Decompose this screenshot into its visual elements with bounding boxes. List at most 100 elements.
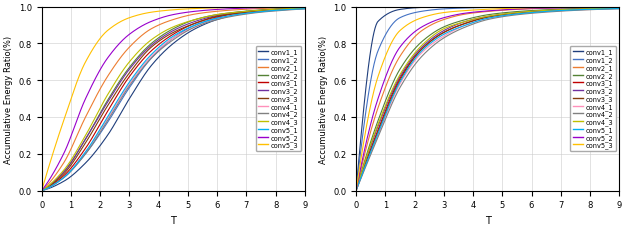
conv4_3 bbox=[352, 189, 360, 192]
conv3_3 bbox=[568, 9, 575, 12]
conv1_1 bbox=[195, 27, 202, 29]
conv3_1 bbox=[495, 15, 502, 17]
conv5_1 bbox=[479, 19, 486, 22]
conv1_2 bbox=[301, 8, 309, 10]
conv3_2 bbox=[509, 13, 516, 15]
Line: conv3_2: conv3_2 bbox=[42, 9, 305, 191]
conv3_3 bbox=[509, 13, 516, 16]
conv1_2 bbox=[195, 23, 202, 26]
conv5_1 bbox=[609, 8, 617, 11]
conv3_1 bbox=[609, 8, 617, 11]
conv5_1 bbox=[509, 14, 516, 17]
conv5_2 bbox=[352, 189, 360, 192]
conv5_1 bbox=[477, 19, 485, 22]
Line: conv2_2: conv2_2 bbox=[42, 9, 305, 191]
Legend: conv1_1, conv1_2, conv2_1, conv2_2, conv3_1, conv3_2, conv3_3, conv4_1, conv4_2,: conv1_1, conv1_2, conv2_1, conv2_2, conv… bbox=[256, 47, 302, 152]
Y-axis label: Accumulative Energy Ratio(%): Accumulative Energy Ratio(%) bbox=[319, 35, 327, 163]
Line: conv3_1: conv3_1 bbox=[42, 9, 305, 191]
conv3_1 bbox=[301, 8, 309, 11]
conv3_1 bbox=[254, 11, 261, 13]
conv2_2 bbox=[568, 8, 575, 11]
conv5_1 bbox=[38, 189, 46, 192]
conv1_1 bbox=[609, 6, 617, 9]
conv5_1 bbox=[165, 39, 172, 42]
conv4_3 bbox=[180, 22, 188, 25]
conv4_3 bbox=[615, 8, 623, 10]
conv4_2 bbox=[165, 43, 172, 46]
conv1_1 bbox=[180, 35, 188, 38]
conv5_3 bbox=[180, 9, 188, 11]
conv4_1 bbox=[195, 25, 202, 28]
conv5_1 bbox=[495, 16, 502, 19]
Line: conv1_2: conv1_2 bbox=[356, 8, 619, 191]
conv5_2 bbox=[38, 189, 46, 192]
Line: conv2_1: conv2_1 bbox=[356, 8, 619, 191]
conv3_3 bbox=[301, 8, 309, 11]
conv3_3 bbox=[479, 18, 486, 21]
conv4_3 bbox=[165, 29, 172, 31]
conv4_2 bbox=[495, 17, 502, 20]
conv1_1 bbox=[38, 189, 46, 192]
conv3_1 bbox=[38, 189, 46, 192]
conv1_2 bbox=[477, 7, 485, 10]
conv1_1 bbox=[615, 6, 623, 9]
conv3_1 bbox=[615, 8, 623, 11]
conv5_3 bbox=[163, 10, 170, 13]
conv2_1 bbox=[568, 7, 575, 10]
conv4_3 bbox=[301, 8, 309, 11]
conv4_1 bbox=[165, 41, 172, 44]
conv3_3 bbox=[295, 8, 302, 11]
conv5_1 bbox=[352, 189, 360, 192]
conv4_3 bbox=[477, 17, 485, 20]
conv4_3 bbox=[295, 8, 302, 11]
conv3_2 bbox=[180, 25, 188, 28]
conv3_1 bbox=[295, 8, 302, 11]
conv2_2 bbox=[509, 11, 516, 14]
Line: conv4_2: conv4_2 bbox=[356, 10, 619, 191]
conv1_2 bbox=[180, 30, 188, 33]
conv2_1 bbox=[479, 11, 486, 14]
conv5_2 bbox=[301, 7, 309, 9]
conv1_1 bbox=[509, 6, 516, 9]
conv4_2 bbox=[609, 8, 617, 11]
conv3_2 bbox=[163, 34, 170, 36]
conv5_3 bbox=[615, 6, 623, 9]
conv2_1 bbox=[163, 21, 170, 24]
conv5_3 bbox=[195, 8, 202, 11]
conv5_3 bbox=[38, 189, 46, 192]
conv2_2 bbox=[38, 189, 46, 192]
conv3_2 bbox=[615, 8, 623, 10]
Line: conv4_3: conv4_3 bbox=[356, 9, 619, 191]
Line: conv4_1: conv4_1 bbox=[42, 10, 305, 191]
conv5_1 bbox=[301, 8, 309, 11]
Line: conv3_3: conv3_3 bbox=[356, 9, 619, 191]
conv4_3 bbox=[495, 14, 502, 17]
conv3_2 bbox=[254, 10, 261, 13]
conv3_1 bbox=[509, 13, 516, 16]
conv4_1 bbox=[495, 16, 502, 19]
conv1_1 bbox=[477, 6, 485, 9]
conv2_1 bbox=[195, 13, 202, 16]
conv4_2 bbox=[477, 21, 485, 24]
X-axis label: T: T bbox=[170, 215, 176, 225]
conv2_2 bbox=[163, 32, 170, 35]
conv3_2 bbox=[301, 8, 309, 11]
conv2_1 bbox=[301, 7, 309, 10]
Line: conv2_1: conv2_1 bbox=[42, 8, 305, 191]
conv4_1 bbox=[301, 8, 309, 11]
conv4_1 bbox=[568, 10, 575, 12]
conv5_2 bbox=[195, 11, 202, 13]
conv4_2 bbox=[180, 32, 188, 35]
Legend: conv1_1, conv1_2, conv2_1, conv2_2, conv3_1, conv3_2, conv3_3, conv4_1, conv4_2,: conv1_1, conv1_2, conv2_1, conv2_2, conv… bbox=[570, 47, 616, 152]
conv5_2 bbox=[509, 9, 516, 12]
conv2_2 bbox=[479, 15, 486, 18]
conv1_2 bbox=[568, 6, 575, 9]
conv4_2 bbox=[509, 15, 516, 18]
conv1_1 bbox=[301, 8, 309, 11]
conv3_3 bbox=[254, 11, 261, 13]
conv1_1 bbox=[352, 189, 360, 192]
conv5_2 bbox=[254, 7, 261, 10]
conv1_1 bbox=[495, 6, 502, 9]
conv4_3 bbox=[195, 18, 202, 21]
conv5_1 bbox=[615, 8, 623, 11]
